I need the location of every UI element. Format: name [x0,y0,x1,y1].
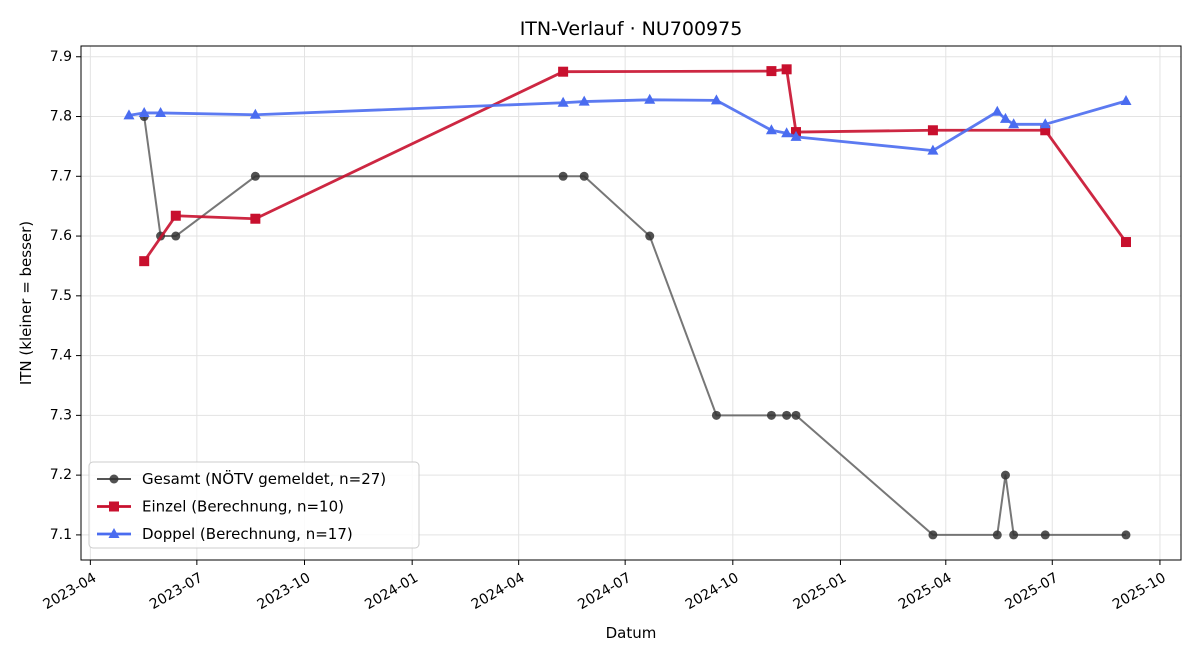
y-tick-label: 7.2 [50,467,72,483]
data-point-gesamt [1000,470,1010,480]
legend-marker [108,528,120,538]
data-point-einzel [1040,125,1051,136]
data-point-doppel [999,112,1011,123]
data-point-gesamt [791,410,801,420]
y-tick-label: 7.1 [50,527,72,543]
data-point-doppel [1039,118,1051,129]
legend: Gesamt (NÖTV gemeldet, n=27) Einzel (Bere… [88,461,420,549]
x-tick-label: 2024-10 [683,570,742,613]
legend-marker [109,474,119,484]
data-point-gesamt [711,410,721,420]
x-tick-label: 2025-04 [896,570,955,613]
data-point-doppel [578,95,590,106]
x-tick-label: 2024-04 [469,570,528,613]
x-tick-label: 2025-07 [1002,570,1061,613]
x-tick-label: 2024-07 [575,570,634,613]
data-point-gesamt [250,171,260,181]
data-point-doppel [781,127,793,138]
x-tick-label: 2025-01 [791,570,850,613]
data-point-einzel [1121,237,1131,248]
data-point-gesamt [782,410,792,420]
x-tick-label: 2023-10 [255,570,314,613]
y-tick-label: 7.4 [50,348,72,364]
legend-label: Gesamt (NÖTV gemeldet, n=27) [142,469,386,488]
x-tick-label: 2024-01 [362,570,421,613]
legend-marker [109,501,119,512]
data-point-doppel [710,94,722,105]
x-tick-label: 2025-10 [1110,570,1169,613]
legend-label: Doppel (Berechnung, n=17) [142,525,353,543]
data-point-doppel [138,106,150,117]
data-point-gesamt [558,171,568,181]
series-line-doppel [128,98,1127,152]
data-point-gesamt [579,171,589,181]
data-point-doppel [644,93,656,104]
y-tick-label: 7.7 [50,168,72,184]
legend-label: Einzel (Berechnung, n=10) [142,498,344,516]
data-point-doppel [557,96,569,107]
series-doppel [123,93,1132,155]
data-point-einzel [170,210,181,221]
data-point-gesamt [928,530,938,540]
series-line-einzel [143,67,1128,262]
data-point-einzel [250,213,261,224]
data-point-einzel [766,66,777,77]
data-point-doppel [790,130,802,141]
legend-box [88,461,420,549]
data-point-doppel [249,108,261,119]
data-point-doppel [927,144,939,155]
data-point-einzel [927,125,938,136]
data-point-einzel [139,256,150,267]
data-point-gesamt [992,530,1002,540]
y-tick-label: 7.3 [50,407,72,423]
data-point-einzel [558,66,569,77]
y-tick-label: 7.6 [50,228,72,244]
data-point-doppel [123,109,135,120]
plot-frame [80,45,1182,561]
data-point-doppel [991,105,1003,116]
data-point-gesamt [1121,530,1131,540]
data-point-gesamt [766,410,776,420]
chart-title: ITN-Verlauf · NU700975 [520,18,743,40]
data-point-doppel [155,106,167,117]
x-tick-label: 2023-04 [40,570,99,613]
data-point-doppel [1008,118,1020,129]
y-axis-ticks: 7.1 7.2 7.3 7.4 7.5 7.6 7.7 7.8 7.9 [50,49,81,543]
x-axis-ticks: 2023-04 2023-07 2023-10 2024-01 2024-04 2024-… [40,560,1169,613]
y-tick-label: 7.8 [50,109,72,125]
data-point-doppel [765,124,777,135]
data-point-gesamt [1040,530,1050,540]
y-axis-title: ITN (kleiner = besser) [17,221,35,385]
data-point-doppel [1120,94,1132,105]
data-point-gesamt [645,231,655,241]
x-tick-label: 2023-07 [147,570,206,613]
x-axis-title: Datum [606,624,657,642]
data-point-gesamt [1009,530,1019,540]
y-tick-label: 7.9 [50,49,72,65]
series-lines [123,64,1132,540]
data-point-einzel [781,64,792,75]
y-tick-label: 7.5 [50,288,72,304]
data-point-gesamt [171,231,181,241]
